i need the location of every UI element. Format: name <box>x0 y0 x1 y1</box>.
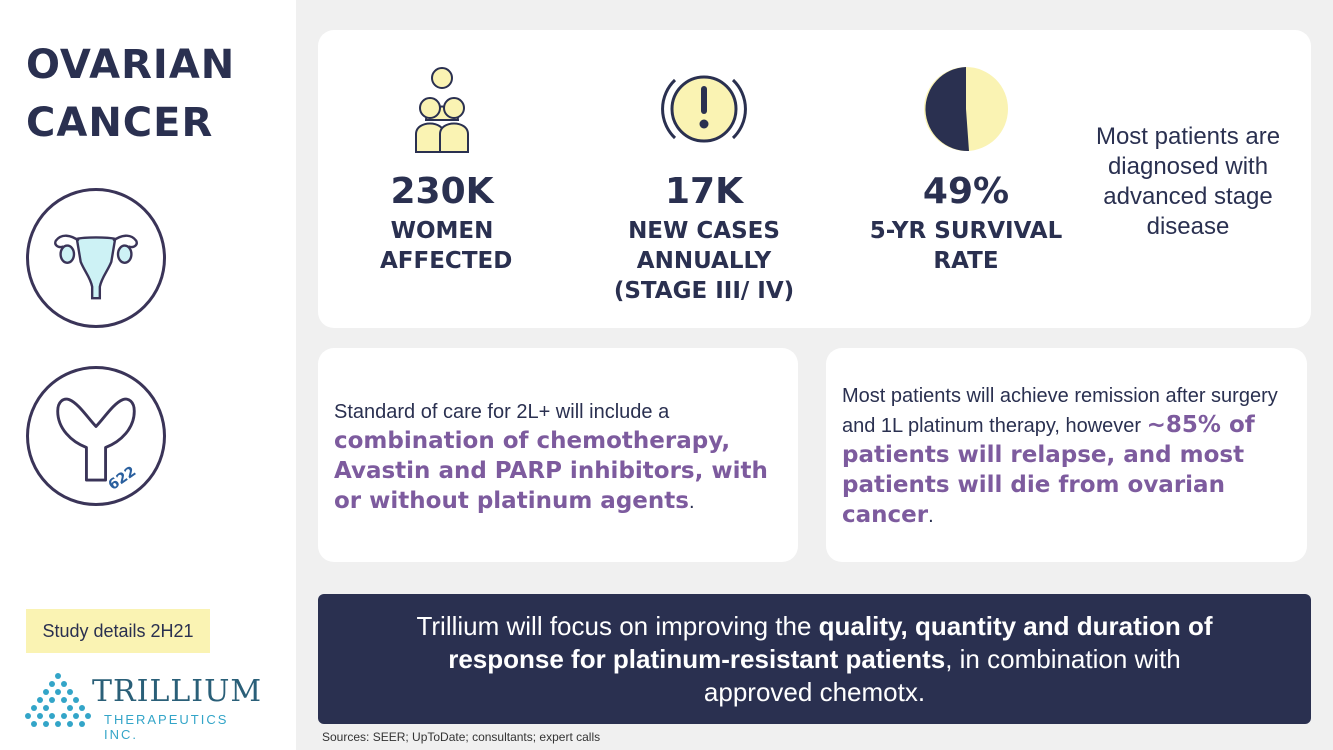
stat-note: Most patients are diagnosed with advance… <box>1095 123 1281 240</box>
people-icon <box>415 67 469 153</box>
banner-text-end: , in combination with approved chemotx. <box>703 644 1181 707</box>
stat-label-line: (STAGE III/ IV) <box>613 278 795 304</box>
banner-text: Trillium will focus on improving the <box>416 611 819 641</box>
logo-subtitle: THERAPEUTICS INC. <box>104 712 229 742</box>
stat-label-line: 5-YR SURVIVAL <box>869 218 1063 244</box>
remission-text: Most patients will achieve remission aft… <box>842 382 1297 531</box>
info-end: . <box>688 491 695 513</box>
study-badge: Study details 2H21 <box>26 609 210 653</box>
stat-label: NEW CASES ANNUALLY (STAGE III/ IV) <box>608 216 800 306</box>
info-highlight: ~85% of patients will relapse, and most … <box>842 412 1255 528</box>
title-line-2: CANCER <box>26 100 214 146</box>
info-intro: Standard of care for 2L+ will include a <box>334 401 670 423</box>
stats-card: 230K WOMEN AFFECTED 17K NEW CASES ANNUAL… <box>318 30 1311 328</box>
sources: Sources: SEER; UpToDate; consultants; ex… <box>322 730 601 744</box>
stat-label-line: ANNUALLY <box>636 248 772 274</box>
standard-of-care-card: Standard of care for 2L+ will include a … <box>318 348 798 562</box>
standard-of-care-text: Standard of care for 2L+ will include a … <box>334 398 784 517</box>
stat-women-affected: 230K WOMEN AFFECTED <box>380 64 513 276</box>
stat-label-line: RATE <box>933 248 999 274</box>
info-end: . <box>928 505 934 527</box>
stat-label-line: AFFECTED <box>380 248 513 274</box>
antibody-icon: 622 <box>26 366 166 506</box>
antibody-label: 622 <box>106 464 140 494</box>
page-title: OVARIAN CANCER <box>26 36 235 152</box>
stat-value: 17K <box>665 171 743 212</box>
stat-new-cases: 17K NEW CASES ANNUALLY (STAGE III/ IV) <box>608 64 800 306</box>
focus-banner: Trillium will focus on improving the qua… <box>318 594 1311 724</box>
stat-value: 49% <box>922 171 1010 212</box>
logo-name: TRILLIUM <box>92 674 263 709</box>
remission-card: Most patients will achieve remission aft… <box>826 348 1307 562</box>
info-intro: Most patients will achieve remission aft… <box>842 385 1278 437</box>
pie-half-icon <box>924 67 1008 152</box>
stat-label: 5-YR SURVIVAL RATE <box>866 216 1066 276</box>
stat-label-line: WOMEN <box>390 218 494 244</box>
uterus-icon <box>26 188 166 328</box>
stat-label: WOMEN AFFECTED <box>380 216 513 276</box>
trillium-logo: TRILLIUM THERAPEUTICS INC. <box>24 670 264 742</box>
sidebar: OVARIAN CANCER 622 Study details 2H21 <box>0 0 296 750</box>
stat-label-line: NEW CASES <box>628 218 780 244</box>
info-highlight: combination of chemotherapy, Avastin and… <box>334 428 768 514</box>
banner-bold: quality, quantity and duration of respon… <box>448 611 1213 674</box>
alert-icon <box>661 75 747 143</box>
stat-survival-rate: 49% 5-YR SURVIVAL RATE <box>866 64 1066 276</box>
title-line-1: OVARIAN <box>26 42 236 88</box>
stat-value: 230K <box>390 171 494 212</box>
trillium-logo-mark-icon <box>25 673 91 727</box>
